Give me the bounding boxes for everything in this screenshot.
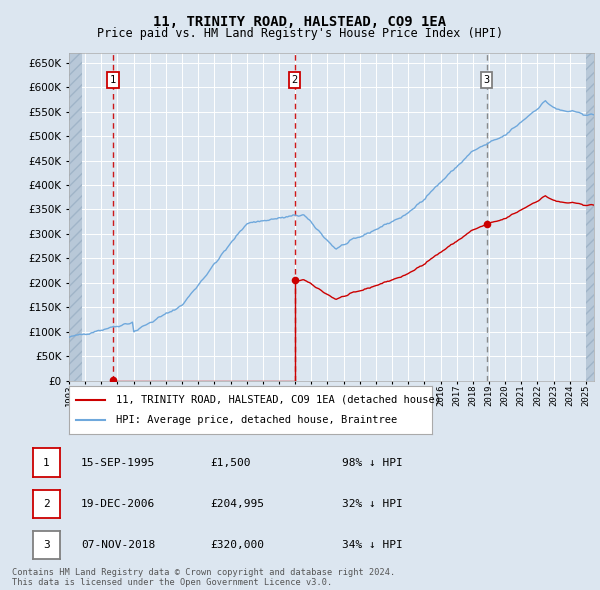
Text: 32% ↓ HPI: 32% ↓ HPI <box>342 499 403 509</box>
Point <box>482 219 491 229</box>
Point <box>290 276 299 285</box>
Text: 98% ↓ HPI: 98% ↓ HPI <box>342 458 403 467</box>
Text: HPI: Average price, detached house, Braintree: HPI: Average price, detached house, Brai… <box>116 415 397 425</box>
Text: 1: 1 <box>110 75 116 85</box>
Text: 19-DEC-2006: 19-DEC-2006 <box>81 499 155 509</box>
Text: Price paid vs. HM Land Registry's House Price Index (HPI): Price paid vs. HM Land Registry's House … <box>97 27 503 40</box>
Text: £1,500: £1,500 <box>210 458 251 467</box>
Text: £320,000: £320,000 <box>210 540 264 550</box>
Text: 3: 3 <box>484 75 490 85</box>
Bar <box>69 53 82 381</box>
Text: 07-NOV-2018: 07-NOV-2018 <box>81 540 155 550</box>
Text: £204,995: £204,995 <box>210 499 264 509</box>
Text: 11, TRINITY ROAD, HALSTEAD, CO9 1EA (detached house): 11, TRINITY ROAD, HALSTEAD, CO9 1EA (det… <box>116 395 441 405</box>
Point <box>108 375 118 385</box>
Text: 3: 3 <box>43 540 50 550</box>
Text: 1: 1 <box>43 458 50 467</box>
Text: 2: 2 <box>43 499 50 509</box>
Bar <box>586 53 594 381</box>
Text: 2: 2 <box>292 75 298 85</box>
Text: Contains HM Land Registry data © Crown copyright and database right 2024.
This d: Contains HM Land Registry data © Crown c… <box>12 568 395 587</box>
Text: 34% ↓ HPI: 34% ↓ HPI <box>342 540 403 550</box>
Text: 15-SEP-1995: 15-SEP-1995 <box>81 458 155 467</box>
Text: 11, TRINITY ROAD, HALSTEAD, CO9 1EA: 11, TRINITY ROAD, HALSTEAD, CO9 1EA <box>154 15 446 29</box>
